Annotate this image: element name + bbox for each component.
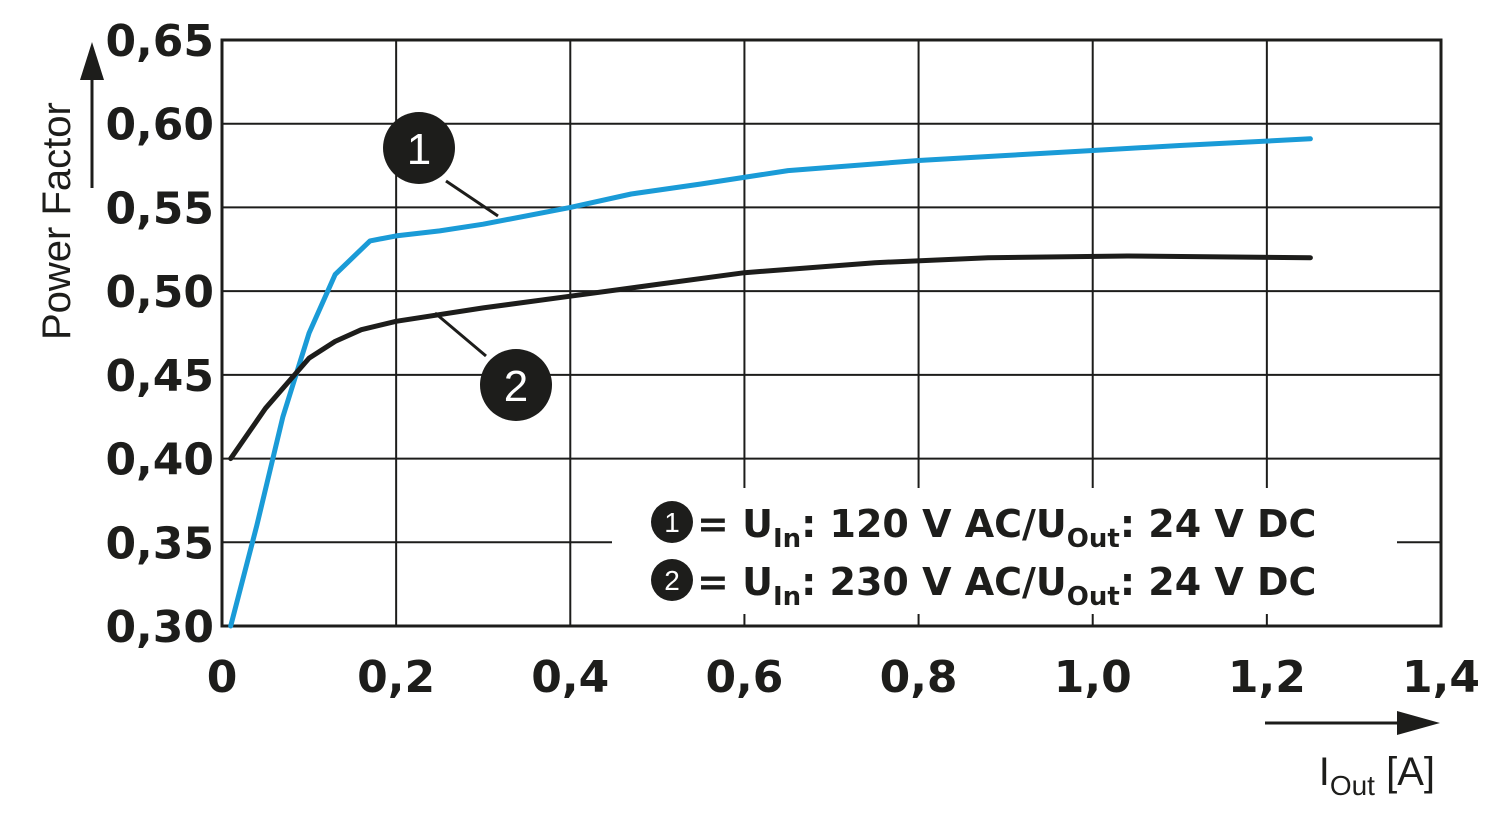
series-2-line bbox=[228, 253, 1313, 462]
x-tick-label-2: 0,4 bbox=[531, 652, 609, 703]
plot-frame bbox=[220, 38, 1443, 628]
callout-1-leader bbox=[445, 179, 499, 218]
x-tick-label-5: 1,0 bbox=[1054, 652, 1132, 703]
callout-2-leader bbox=[434, 311, 487, 358]
legend-2-text: = UIn: 230 V AC/UOut: 24 V DC bbox=[697, 560, 1316, 612]
legend-2-badge-label: 2 bbox=[664, 565, 680, 596]
y-axis-arrow-icon bbox=[80, 42, 104, 80]
legend-entry-2: 2 = UIn: 230 V AC/UOut: 24 V DC bbox=[651, 559, 1316, 612]
y-tick-label-2: 0,40 bbox=[105, 435, 214, 486]
x-tick-label-4: 0,8 bbox=[880, 652, 958, 703]
legend-background bbox=[612, 488, 1397, 614]
y-tick-label-3: 0,45 bbox=[105, 351, 214, 402]
legend-1-text: = UIn: 120 V AC/UOut: 24 V DC bbox=[697, 502, 1316, 554]
y-tick-label-7: 0,65 bbox=[105, 16, 214, 67]
y-tick-label-4: 0,50 bbox=[105, 267, 214, 318]
callout-1-badge bbox=[383, 112, 455, 184]
y-tick-label-6: 0,60 bbox=[105, 100, 214, 151]
x-tick-label-3: 0,6 bbox=[705, 652, 783, 703]
x-tick-label-0: 0 bbox=[207, 652, 238, 703]
x-axis-arrow-icon bbox=[1397, 711, 1440, 735]
x-axis-label: IOut [A] bbox=[1319, 750, 1435, 801]
y-tick-label-0: 0,30 bbox=[105, 602, 214, 653]
legend-1-badge-label: 1 bbox=[664, 507, 680, 538]
x-tick-labels: 0 0,2 0,4 0,6 0,8 1,0 1,2 1,4 bbox=[207, 652, 1480, 703]
y-tick-label-5: 0,55 bbox=[105, 183, 214, 234]
callout-2-badge bbox=[480, 349, 552, 421]
series-callouts: 1 2 bbox=[383, 112, 552, 421]
legend-entry-1: 1 = UIn: 120 V AC/UOut: 24 V DC bbox=[651, 501, 1316, 554]
callout-2-label: 2 bbox=[504, 362, 528, 411]
x-tick-label-1: 0,2 bbox=[357, 652, 435, 703]
series-1-line bbox=[228, 136, 1313, 629]
x-tick-label-7: 1,4 bbox=[1402, 652, 1480, 703]
y-tick-labels: 0,30 0,35 0,40 0,45 0,50 0,55 0,60 0,65 bbox=[105, 16, 214, 653]
series-lines bbox=[228, 136, 1313, 629]
legend-1-badge bbox=[651, 501, 693, 543]
y-axis-label: Power Factor bbox=[35, 102, 79, 340]
callout-1-label: 1 bbox=[407, 125, 431, 174]
x-tick-label-6: 1,2 bbox=[1228, 652, 1306, 703]
legend: 1 = UIn: 120 V AC/UOut: 24 V DC 2 = UIn:… bbox=[651, 501, 1316, 612]
x-axis-title: IOut [A] bbox=[1265, 711, 1440, 801]
y-axis-title: Power Factor bbox=[35, 42, 104, 340]
y-tick-label-1: 0,35 bbox=[105, 518, 214, 569]
legend-2-badge bbox=[651, 559, 693, 601]
